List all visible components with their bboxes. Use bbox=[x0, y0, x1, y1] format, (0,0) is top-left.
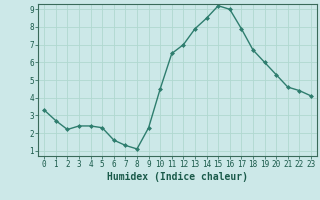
X-axis label: Humidex (Indice chaleur): Humidex (Indice chaleur) bbox=[107, 172, 248, 182]
